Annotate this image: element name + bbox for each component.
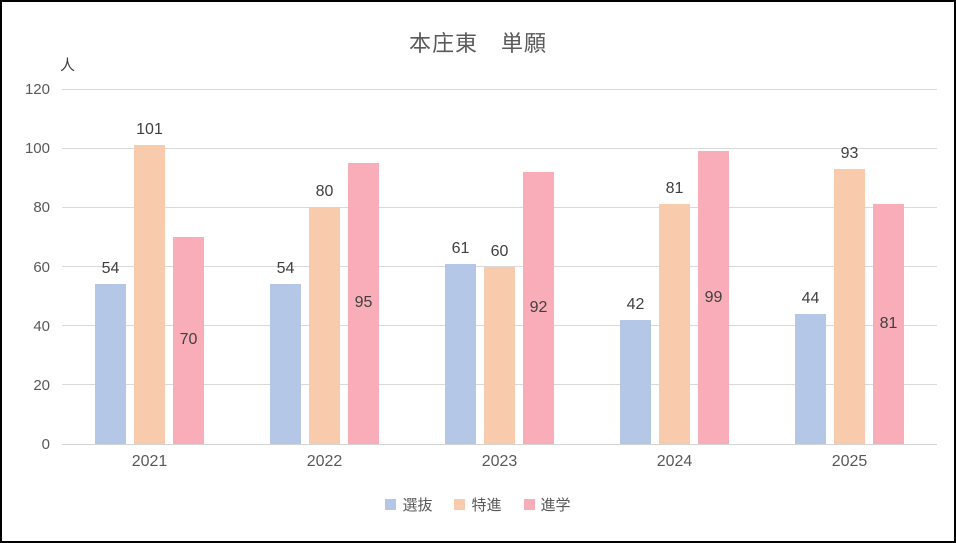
gridline	[62, 88, 937, 90]
bar-data-label: 81	[665, 180, 684, 198]
y-tick-label: 120	[24, 81, 50, 98]
bar-series0-2022	[270, 284, 301, 444]
bar-data-label: 54	[276, 260, 295, 278]
bar-data-label: 99	[704, 288, 723, 306]
x-tick-label-2022: 2022	[306, 453, 343, 470]
legend-label: 進学	[540, 497, 571, 514]
gridline	[62, 147, 937, 149]
legend-swatch-icon	[385, 499, 397, 510]
bar-data-label: 70	[179, 331, 198, 349]
x-tick-label-2021: 2021	[131, 453, 168, 470]
legend-item-series1: 特進	[454, 494, 502, 515]
legend: 選抜 特進 進学	[2, 494, 954, 515]
gridline	[62, 206, 937, 208]
y-axis-unit-label: 人	[60, 57, 76, 74]
bar-data-label: 95	[354, 294, 373, 312]
y-tick-label: 100	[24, 140, 50, 158]
bar-series1-2022	[309, 207, 340, 444]
x-tick-label-2025: 2025	[831, 453, 868, 470]
bar-series2-2025	[873, 204, 904, 444]
bar-series0-2023	[445, 263, 476, 444]
legend-swatch-icon	[454, 499, 466, 510]
legend-item-series2: 進学	[523, 494, 571, 515]
bar-data-label: 44	[801, 289, 820, 307]
legend-label: 選抜	[402, 497, 433, 514]
bar-data-label: 42	[626, 295, 645, 313]
bar-series2-2021	[173, 236, 204, 444]
bar-data-label: 61	[451, 239, 470, 257]
legend-label: 特進	[471, 497, 502, 514]
legend-item-series0: 選抜	[385, 494, 432, 515]
bar-data-label: 60	[490, 242, 509, 260]
x-tick-label-2024: 2024	[656, 453, 693, 470]
bar-series2-2024	[698, 151, 729, 444]
y-tick-label: 80	[33, 199, 50, 217]
y-tick-label: 40	[33, 317, 50, 335]
x-tick-label-2023: 2023	[481, 453, 518, 470]
y-tick-label: 0	[41, 436, 50, 453]
y-tick-label: 20	[33, 376, 50, 394]
bar-series1-2023	[484, 266, 515, 444]
bar-series1-2024	[659, 204, 690, 444]
bar-series1-2025	[834, 168, 865, 444]
bar-data-label: 92	[529, 298, 548, 316]
bar-series0-2021	[95, 284, 126, 444]
bar-data-label: 81	[879, 315, 898, 333]
bar-series0-2024	[620, 319, 651, 444]
bar-data-label: 80	[315, 183, 334, 201]
y-tick-label: 60	[33, 258, 50, 276]
bar-series2-2022	[348, 162, 379, 444]
bar-data-label: 101	[136, 121, 163, 139]
bar-series1-2021	[134, 145, 165, 444]
bar-series0-2025	[795, 313, 826, 444]
bar-series2-2023	[523, 171, 554, 444]
bar-data-label: 54	[101, 260, 120, 278]
legend-swatch-icon	[523, 499, 535, 510]
plot-area: 54 101 70 54 80 95 61 60 92 42 81 99 44 93 81	[62, 88, 937, 445]
bar-data-label: 93	[840, 144, 859, 162]
chart-title: 本庄東 単願	[408, 31, 547, 56]
